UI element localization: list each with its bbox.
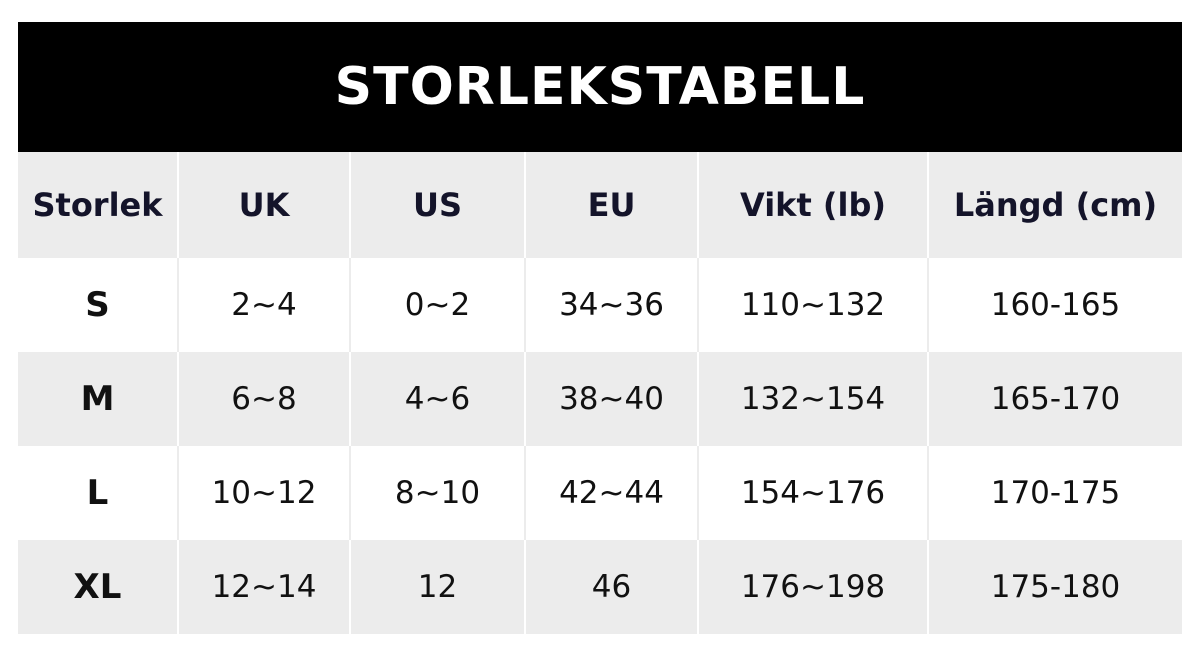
table-cell: 12~14 — [177, 540, 350, 634]
title: STORLEKSTABELL — [18, 22, 1182, 152]
table-cell: 110~132 — [697, 258, 928, 352]
column-header: UK — [177, 152, 350, 258]
table-cell: 132~154 — [697, 352, 928, 446]
column-header: Storlek — [18, 152, 178, 258]
table-cell: 42~44 — [524, 446, 698, 540]
table-cell: 6~8 — [177, 352, 350, 446]
table-cell: 38~40 — [524, 352, 698, 446]
column-header: Längd (cm) — [927, 152, 1182, 258]
size-chart: STORLEKSTABELL Storlek UK US EU Vikt (lb) Län… — [18, 22, 1182, 634]
column-header: EU — [524, 152, 698, 258]
table-cell: 2~4 — [177, 258, 350, 352]
table-cell: 176~198 — [697, 540, 928, 634]
table-row: M 6~8 4~6 38~40 132~154 165-170 — [18, 352, 1182, 446]
size-label: L — [86, 473, 109, 513]
table-cell: 46 — [524, 540, 698, 634]
table-cell: 160-165 — [927, 258, 1182, 352]
table-row: S 2~4 0~2 34~36 110~132 160-165 — [18, 258, 1182, 352]
table-cell: 34~36 — [524, 258, 698, 352]
table-cell: 170-175 — [927, 446, 1182, 540]
table-cell: 10~12 — [177, 446, 350, 540]
column-header: US — [349, 152, 525, 258]
table-row: L 10~12 8~10 42~44 154~176 170-175 — [18, 446, 1182, 540]
table-row: XL 12~14 12 46 176~198 175-180 — [18, 540, 1182, 634]
size-label: S — [85, 285, 110, 325]
size-label: M — [18, 352, 178, 446]
size-table: Storlek UK US EU Vikt (lb) Längd (cm) S 2~4 0~2… — [18, 152, 1182, 634]
size-label: XL — [18, 540, 178, 634]
table-cell: 0~2 — [349, 258, 525, 352]
table-cell: 8~10 — [349, 446, 525, 540]
column-header: Vikt (lb) — [697, 152, 928, 258]
table-cell: 165-170 — [927, 352, 1182, 446]
table-cell: 12 — [349, 540, 525, 634]
table-cell: 154~176 — [697, 446, 928, 540]
table-cell: 4~6 — [349, 352, 525, 446]
table-cell: 175-180 — [927, 540, 1182, 634]
header-row: Storlek UK US EU Vikt (lb) Längd (cm) — [18, 152, 1182, 258]
